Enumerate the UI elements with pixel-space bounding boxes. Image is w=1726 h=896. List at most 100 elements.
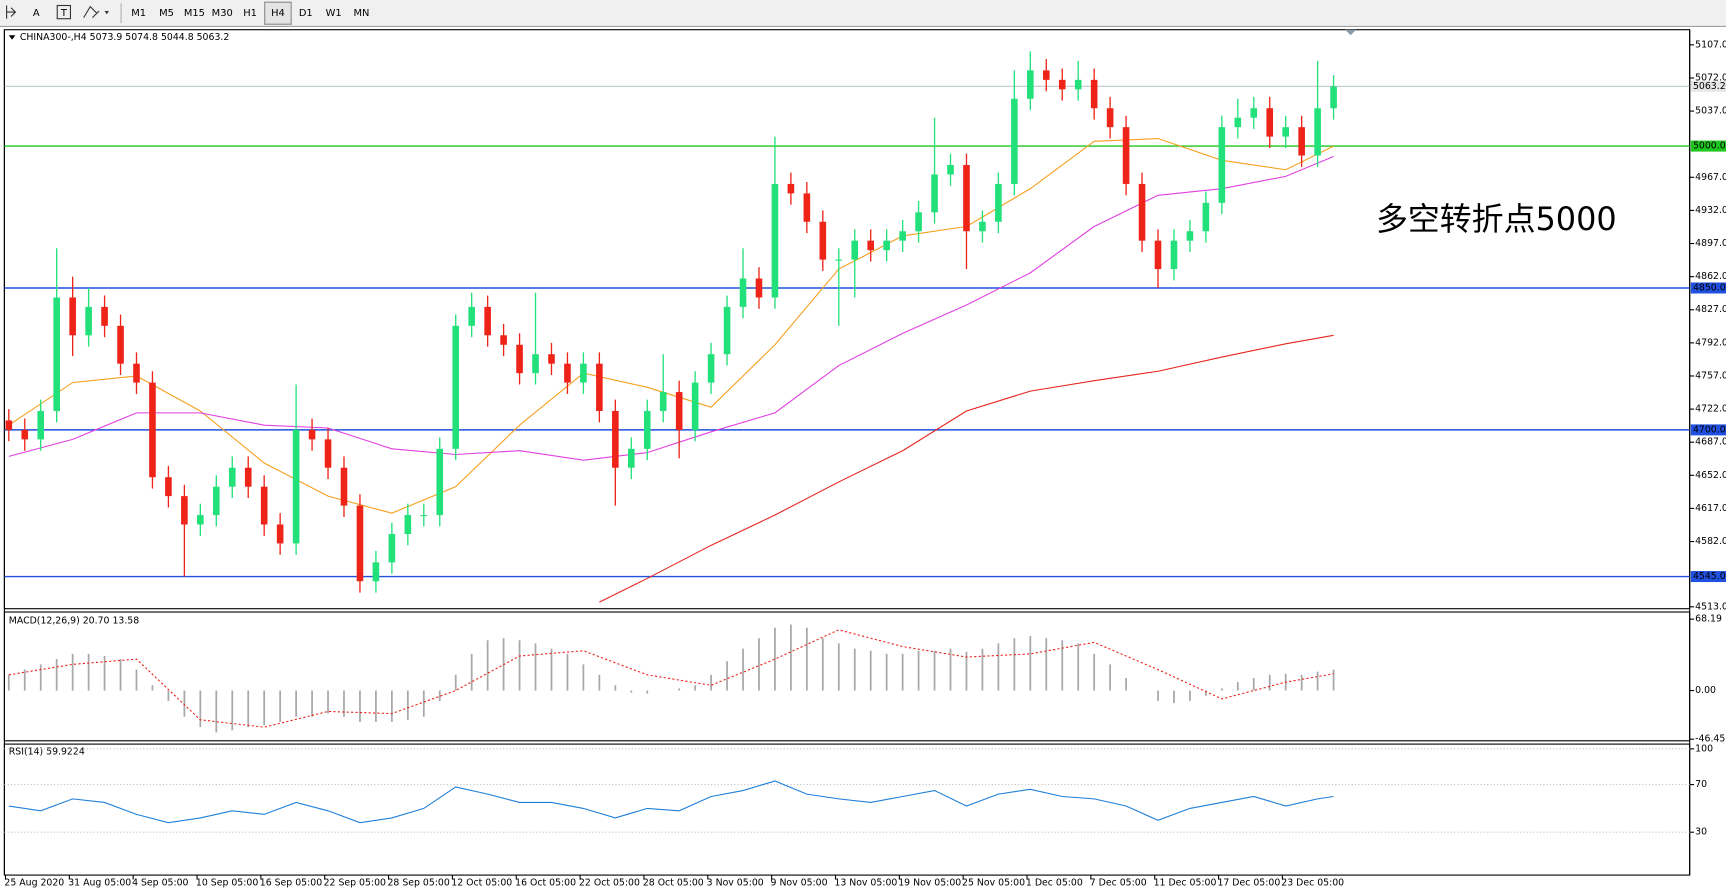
crosshair-icon[interactable] — [6, 5, 17, 19]
candle-body — [85, 306, 92, 336]
macd-bar — [790, 624, 792, 691]
x-tick-label: 25 Aug 2020 — [4, 877, 64, 888]
timeframe-label[interactable]: M1 — [131, 8, 146, 19]
candle-body — [388, 533, 396, 563]
candle-body — [596, 363, 603, 411]
macd-bar — [1061, 640, 1064, 691]
candle-body — [340, 467, 348, 506]
timeframe-label[interactable]: M30 — [212, 8, 233, 19]
candle-body — [1330, 86, 1337, 109]
candle-body — [564, 363, 571, 383]
macd-bar — [758, 638, 760, 691]
timeframe-label[interactable]: M5 — [159, 8, 174, 19]
x-tick-label: 9 Nov 05:00 — [771, 877, 828, 888]
x-tick-label: 22 Sep 05:00 — [324, 877, 386, 888]
candle-body — [1106, 108, 1114, 128]
macd-bar — [1300, 674, 1303, 691]
candle-body — [580, 363, 587, 383]
x-tick-label: 13 Nov 05:00 — [834, 877, 897, 888]
candle-body — [532, 354, 539, 374]
macd-bar — [247, 690, 250, 728]
timeframe-label[interactable]: W1 — [326, 8, 342, 19]
macd-bar — [774, 627, 776, 691]
candle-body — [1266, 108, 1274, 137]
candle-body — [276, 524, 284, 544]
timeframe-button[interactable] — [153, 2, 180, 25]
macd-bar — [837, 643, 840, 691]
candle-body — [404, 515, 412, 534]
macd-bar — [582, 664, 585, 691]
candle-body — [1202, 202, 1210, 232]
macd-bar — [1013, 638, 1016, 691]
x-tick-label: 10 Sep 05:00 — [196, 877, 258, 888]
macd-bar — [534, 643, 537, 691]
candle-body — [851, 240, 859, 260]
macd-bar — [1093, 653, 1096, 691]
candle-body — [468, 306, 475, 326]
candle-body — [739, 278, 747, 307]
timeframe-button[interactable] — [348, 2, 375, 25]
candle-body — [643, 410, 651, 449]
timeframe-button[interactable] — [181, 2, 208, 25]
candle-body — [612, 410, 619, 468]
timeframe-label[interactable]: MN — [354, 8, 370, 19]
shapes-icon[interactable] — [83, 5, 100, 19]
candle-body — [899, 231, 906, 241]
candle-body — [819, 221, 827, 260]
candle-body — [1074, 79, 1082, 90]
macd-bar — [566, 653, 569, 691]
text-tool-box[interactable] — [56, 4, 71, 20]
level-label: 4700.0 — [1693, 424, 1726, 435]
timeframe-label[interactable]: H1 — [243, 8, 257, 19]
macd-bar — [1125, 677, 1127, 691]
level-label-bg — [1690, 424, 1726, 436]
timeframe-button[interactable] — [125, 2, 152, 25]
candle-body — [979, 221, 986, 232]
macd-bar — [630, 690, 633, 693]
pane-menu-arrow — [8, 35, 16, 40]
y-tick-label: 4582.0 — [1695, 536, 1726, 547]
text-tool[interactable]: T — [60, 8, 68, 19]
timeframe-label[interactable]: D1 — [299, 8, 313, 19]
timeframe-button[interactable] — [264, 1, 292, 25]
macd-bar — [39, 664, 42, 691]
macd-bar — [375, 690, 377, 722]
candle-body — [117, 325, 124, 364]
macd-bar — [7, 674, 10, 691]
macd-bar — [87, 653, 90, 691]
macd-bar — [614, 685, 617, 691]
shift-marker — [1345, 29, 1357, 36]
candle-body — [1314, 108, 1321, 156]
macd-bar — [981, 648, 984, 691]
x-tick-label: 25 Nov 05:00 — [962, 877, 1025, 888]
macd-bar — [167, 690, 170, 702]
macd-bar — [422, 690, 425, 717]
candle-body — [548, 354, 555, 364]
x-tick-label: 11 Dec 05:00 — [1154, 877, 1217, 888]
timeframe-button[interactable] — [320, 2, 347, 25]
macd-bar — [406, 690, 409, 720]
macd-bar — [215, 690, 218, 733]
annotation: 多空转折点5000 — [1376, 200, 1617, 238]
macd-bar — [263, 690, 266, 726]
y-tick-label: 4827.0 — [1695, 304, 1726, 315]
macd-bar — [359, 690, 361, 722]
text-tool[interactable]: A — [33, 8, 40, 19]
timeframe-label[interactable]: M15 — [184, 8, 205, 19]
macd-bar — [869, 650, 872, 691]
macd-bar — [390, 690, 393, 722]
timeframe-button[interactable] — [292, 2, 320, 25]
candle-body — [452, 325, 460, 449]
candle-body — [436, 448, 444, 516]
timeframe-button[interactable] — [209, 2, 236, 25]
macd-bar — [821, 638, 824, 691]
macd-bar — [853, 648, 856, 691]
dropdown-arrow[interactable] — [104, 11, 109, 15]
macd-bar — [151, 685, 154, 691]
timeframe-label[interactable]: H4 — [271, 8, 285, 19]
candle-body — [37, 410, 45, 440]
candle-body — [707, 354, 715, 383]
macd-bar — [1109, 664, 1112, 691]
timeframe-button[interactable] — [236, 2, 264, 25]
x-tick-label: 23 Dec 05:00 — [1281, 877, 1344, 888]
